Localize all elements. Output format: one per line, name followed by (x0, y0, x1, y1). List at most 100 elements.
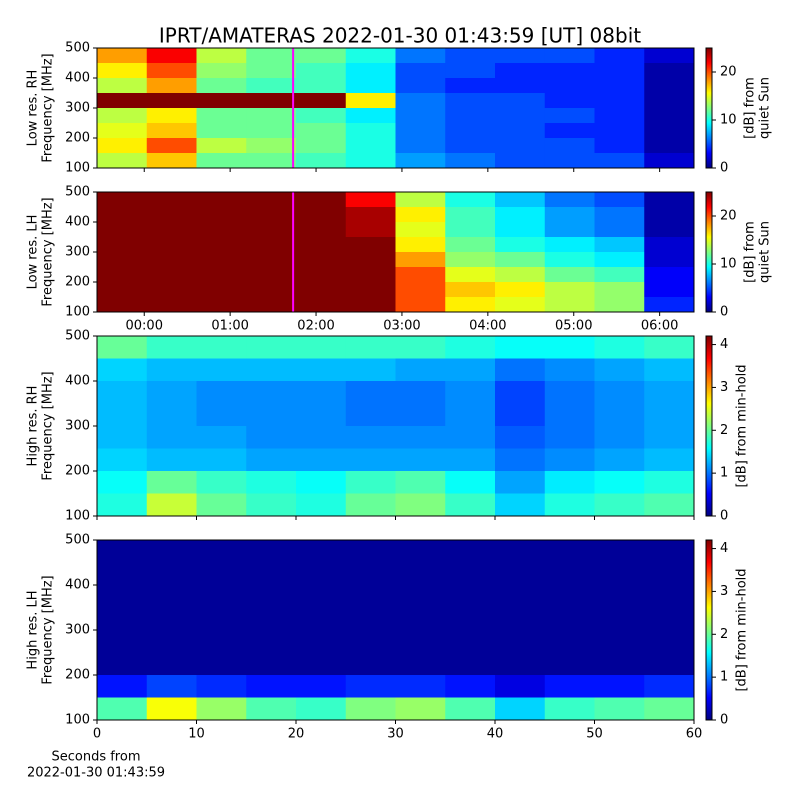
heatmap-cell (594, 138, 645, 154)
heatmap-cell (296, 207, 347, 223)
heatmap-cell (544, 630, 595, 653)
heatmap-cell (594, 675, 645, 698)
heatmap-cell (644, 63, 695, 79)
heatmap-cell (445, 93, 496, 109)
heatmap-cell (146, 403, 197, 427)
heatmap-cell (296, 282, 347, 298)
heatmap-cell (445, 697, 496, 721)
heatmap-cell (644, 153, 695, 169)
heatmap-cell (594, 540, 645, 563)
y-tick-label: 100 (65, 161, 90, 176)
heatmap-cell (594, 192, 645, 208)
heatmap-cell (296, 237, 347, 253)
heatmap-cell (345, 336, 396, 359)
x-tick-label: 10 (188, 727, 205, 742)
heatmap-cell (495, 63, 546, 79)
colorbar-tick-label: 0 (720, 161, 728, 176)
colorbar-label: quiet Sun (758, 221, 773, 283)
heatmap-cell (594, 381, 645, 404)
y-tick-label: 300 (65, 245, 90, 260)
heatmap-cell (544, 153, 595, 169)
heatmap-cell (644, 697, 695, 721)
heatmap-cell (246, 48, 297, 64)
heatmap-cell (296, 630, 347, 653)
heatmap-cell (246, 63, 297, 79)
heatmap-cell (445, 336, 496, 359)
heatmap-cell (345, 562, 396, 586)
heatmap-cell (445, 123, 496, 139)
heatmap-cell (445, 237, 496, 253)
y-tick-label: 500 (65, 533, 90, 548)
heatmap-cell (196, 192, 247, 208)
heatmap-cell (644, 540, 695, 563)
heatmap-cell (544, 381, 595, 404)
heatmap-cell (246, 358, 297, 382)
heatmap-cell (445, 471, 496, 494)
heatmap-cell (296, 493, 347, 517)
heatmap-cell (196, 426, 247, 449)
heatmap-cell (644, 93, 695, 109)
heatmap-cell (345, 448, 396, 472)
heatmap-cell (196, 607, 247, 631)
heatmap-cell (146, 78, 197, 94)
heatmap-cell (345, 108, 396, 124)
heatmap-cell (246, 336, 297, 359)
heatmap-cell (345, 607, 396, 631)
heatmap-cell (395, 63, 446, 79)
heatmap-cell (146, 108, 197, 124)
heatmap-cell (495, 222, 546, 238)
colorbar-tick-label: 2 (720, 627, 728, 642)
heatmap-cell (296, 697, 347, 721)
heatmap-cell (544, 585, 595, 608)
heatmap-cell (544, 358, 595, 382)
heatmap-cell (544, 192, 595, 208)
heatmap-cell (345, 153, 396, 169)
heatmap-cell (196, 207, 247, 223)
heatmap-cell (594, 123, 645, 139)
figure-title: IPRT/AMATERAS 2022-01-30 01:43:59 [UT] 0… (159, 24, 641, 48)
heatmap-cell (246, 585, 297, 608)
heatmap-cell (644, 48, 695, 64)
heatmap-cell (196, 697, 247, 721)
y-tick-label: 400 (65, 215, 90, 230)
heatmap-cell (246, 93, 297, 109)
heatmap-cell (296, 381, 347, 404)
x-tick-label: 60 (686, 727, 703, 742)
heatmap-cell (644, 471, 695, 494)
heatmap-cell (146, 336, 197, 359)
colorbar-tick-label: 4 (720, 337, 728, 352)
heatmap-cell (395, 403, 446, 427)
heatmap-cell (395, 267, 446, 283)
heatmap-cell (594, 48, 645, 64)
heatmap-cell (544, 138, 595, 154)
heatmap-cell (544, 540, 595, 563)
heatmap-cell (146, 562, 197, 586)
heatmap-cell (594, 471, 645, 494)
heatmap-cell (296, 192, 347, 208)
heatmap-cell (246, 237, 297, 253)
heatmap-cell (196, 652, 247, 676)
colorbar-tick-label: 3 (720, 584, 728, 599)
heatmap-cell (246, 78, 297, 94)
y-axis-label: Frequency [MHz] (41, 197, 56, 306)
y-tick-label: 400 (65, 578, 90, 593)
heatmap-cell (146, 358, 197, 382)
heatmap-cell (395, 207, 446, 223)
x-axis-label: Seconds from (51, 750, 140, 765)
heatmap-cell (594, 222, 645, 238)
heatmap-cell (495, 493, 546, 517)
heatmap-cell (146, 675, 197, 698)
heatmap-cell (246, 675, 297, 698)
heatmap-cell (146, 207, 197, 223)
heatmap-cell (644, 607, 695, 631)
y-tick-label: 400 (65, 71, 90, 86)
x-tick-label: 06:00 (641, 319, 678, 334)
heatmap-cell (445, 138, 496, 154)
heatmap-cell (296, 585, 347, 608)
y-tick-label: 300 (65, 101, 90, 116)
heatmap-cell (395, 252, 446, 268)
heatmap-cell (445, 403, 496, 427)
heatmap-cell (296, 123, 347, 139)
heatmap-cell (196, 78, 247, 94)
heatmap-cell (296, 267, 347, 283)
